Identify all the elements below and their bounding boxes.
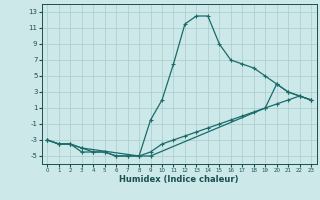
X-axis label: Humidex (Indice chaleur): Humidex (Indice chaleur) xyxy=(119,175,239,184)
